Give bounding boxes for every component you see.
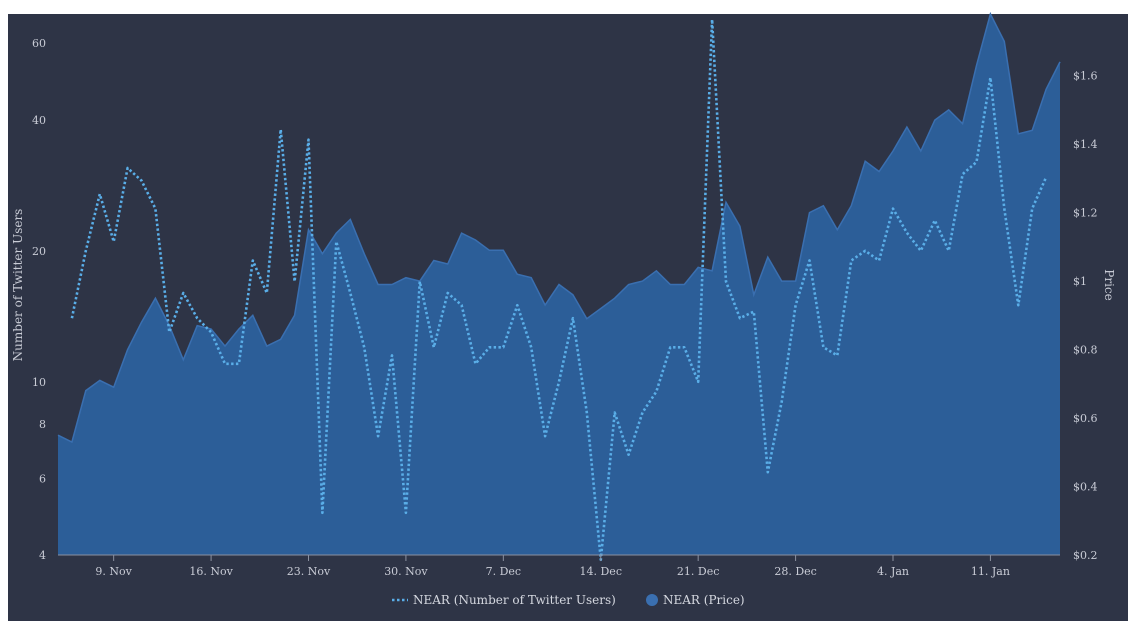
legend-dot-icon bbox=[646, 594, 658, 606]
left-tick-label: 20 bbox=[32, 245, 46, 258]
left-tick-label: 60 bbox=[32, 37, 46, 50]
x-tick-label: 4. Jan bbox=[877, 565, 909, 578]
right-tick-label: $0.4 bbox=[1073, 481, 1098, 494]
right-tick-label: $1.6 bbox=[1073, 70, 1098, 83]
x-tick-label: 9. Nov bbox=[95, 565, 132, 578]
x-tick-label: 21. Dec bbox=[677, 565, 719, 578]
series-layer bbox=[57, 11, 1061, 562]
price-line bbox=[57, 11, 1061, 444]
left-axis-title: Number of Twitter Users bbox=[11, 209, 25, 362]
x-tick-label: 11. Jan bbox=[971, 565, 1010, 578]
right-axis-title: Price bbox=[1102, 269, 1116, 300]
right-tick-label: $1.2 bbox=[1073, 207, 1098, 220]
right-tick-label: $1 bbox=[1073, 275, 1087, 288]
x-tick-label: 7. Dec bbox=[486, 565, 521, 578]
legend-label-price: NEAR (Price) bbox=[663, 593, 745, 607]
left-tick-label: 8 bbox=[39, 418, 46, 431]
left-tick-label: 4 bbox=[39, 549, 46, 562]
left-tick-label: 6 bbox=[39, 472, 46, 485]
x-tick-label: 30. Nov bbox=[384, 565, 428, 578]
right-tick-label: $0.8 bbox=[1073, 344, 1098, 357]
left-tick-label: 10 bbox=[32, 376, 46, 389]
legend-item-price[interactable]: NEAR (Price) bbox=[646, 593, 745, 607]
legend-label-twitter-users: NEAR (Number of Twitter Users) bbox=[413, 593, 616, 607]
left-tick-label: 40 bbox=[32, 114, 46, 127]
x-tick-label: 14. Dec bbox=[580, 565, 622, 578]
x-tick-label: 28. Dec bbox=[774, 565, 816, 578]
legend: NEAR (Number of Twitter Users) NEAR (Pri… bbox=[392, 593, 745, 607]
axis-layer: 9. Nov 16. Nov 23. Nov 30. Nov 7. Dec 14. Dec… bbox=[32, 37, 1098, 578]
right-tick-label: $1.4 bbox=[1073, 138, 1098, 151]
x-tick-label: 23. Nov bbox=[287, 565, 331, 578]
right-tick-label: $0.6 bbox=[1073, 412, 1098, 425]
x-tick-label: 16. Nov bbox=[189, 565, 233, 578]
legend-item-twitter-users[interactable]: NEAR (Number of Twitter Users) bbox=[392, 593, 616, 607]
right-tick-label: $0.2 bbox=[1073, 549, 1098, 562]
